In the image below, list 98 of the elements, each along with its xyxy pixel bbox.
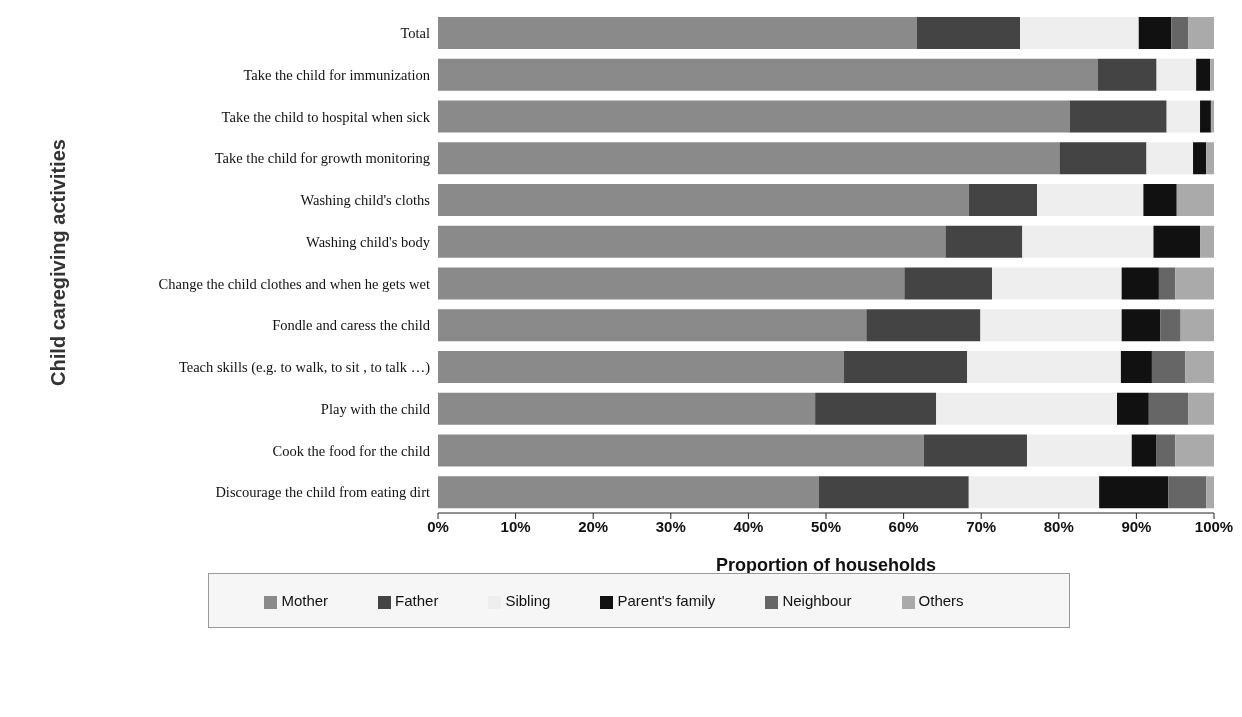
bar: [1138, 17, 1172, 50]
x-tick-label: 60%: [888, 517, 919, 535]
bar: [1200, 225, 1214, 258]
bar: [1160, 309, 1181, 342]
bar: [438, 184, 969, 217]
bar: [1206, 476, 1214, 509]
bar: [1059, 142, 1147, 175]
bar: [1099, 476, 1169, 509]
bar: [1117, 392, 1149, 425]
y-tick-label: Play with the child: [320, 400, 431, 417]
y-tick-label: Teach skills (e.g. to walk, to sit , to talk …): [178, 359, 431, 377]
x-tick-label: 50%: [810, 517, 842, 535]
bar: [1185, 351, 1214, 384]
bar: [438, 434, 924, 467]
bar: [1020, 17, 1139, 50]
bar: [1188, 17, 1214, 50]
legend-label: Sibling: [505, 592, 551, 609]
bar: [1026, 434, 1132, 467]
bar: [1148, 392, 1189, 425]
bar: [1175, 434, 1214, 467]
bar: [945, 225, 1023, 258]
x-tick-label: 90%: [1121, 517, 1152, 535]
bar: [1200, 100, 1211, 133]
x-tick-label: 70%: [966, 517, 997, 535]
bar: [1022, 225, 1154, 258]
bar: [1210, 58, 1214, 91]
bar: [1120, 351, 1152, 384]
bar: [968, 184, 1038, 217]
bar: [815, 392, 937, 425]
bar: [1121, 267, 1159, 300]
bar: [1097, 58, 1157, 91]
x-tick-label: 40%: [733, 517, 764, 535]
y-axis-title: Child caregiving activities: [47, 139, 70, 386]
x-tick-label: 100%: [1194, 517, 1234, 535]
bar: [438, 225, 946, 258]
bar: [438, 100, 1070, 133]
bar: [1037, 184, 1144, 217]
bar: [904, 267, 993, 300]
bar: [1131, 434, 1157, 467]
bar: [936, 392, 1117, 425]
bar: [438, 142, 1060, 175]
bar: [968, 476, 1100, 509]
bar: [438, 392, 816, 425]
bar: [1176, 184, 1214, 217]
x-tick-label: 10%: [500, 517, 531, 535]
bar: [1146, 142, 1194, 175]
bar: [1175, 267, 1214, 300]
bar: [819, 476, 969, 509]
bar: [438, 309, 867, 342]
y-tick-label: Cook the food for the child: [272, 442, 431, 459]
bar: [438, 58, 1098, 91]
legend-label: Father: [395, 592, 439, 609]
y-tick-label: Take the child to hospital when sick: [221, 108, 431, 125]
bar: [1206, 142, 1214, 175]
bar: [438, 267, 905, 300]
bar: [1156, 58, 1197, 91]
bar: [1156, 434, 1176, 467]
bar: [1193, 142, 1207, 175]
bar: [1210, 100, 1214, 133]
bar: [1153, 225, 1201, 258]
x-tick-label: 20%: [578, 517, 609, 535]
bar: [923, 434, 1027, 467]
bar: [438, 17, 917, 50]
bar: [1158, 267, 1176, 300]
bar: [1188, 392, 1214, 425]
legend-label: Parent's family: [617, 592, 716, 609]
x-tick-label: 80%: [1043, 517, 1074, 535]
x-tick-label: 0%: [427, 517, 449, 535]
bar: [1121, 309, 1161, 342]
bar: [1168, 476, 1207, 509]
bar: [1166, 100, 1201, 133]
x-axis-title: Proportion of households: [716, 555, 936, 575]
y-tick-label: Total: [400, 25, 430, 42]
y-tick-label: Fondle and caress the child: [272, 317, 431, 334]
bar: [1171, 17, 1189, 50]
y-tick-label: Washing child's body: [306, 233, 431, 250]
bar: [438, 476, 820, 509]
legend-label: Others: [918, 592, 964, 609]
bar: [1151, 351, 1186, 384]
y-tick-label: Change the child clothes and when he gets wet: [158, 275, 430, 292]
legend-label: Mother: [281, 592, 329, 609]
bar: [967, 351, 1121, 384]
y-tick-label: Take the child for growth monitoring: [214, 150, 430, 167]
bar: [1180, 309, 1214, 342]
legend-label: Neighbour: [782, 592, 852, 609]
bar: [1196, 58, 1211, 91]
bar: [438, 351, 844, 384]
x-tick-label: 30%: [655, 517, 686, 535]
y-tick-label: Take the child for immunization: [243, 66, 431, 83]
y-tick-label: Discourage the child from eating dirt: [215, 484, 430, 501]
bar: [980, 309, 1122, 342]
y-tick-label: Washing child's cloths: [300, 192, 431, 209]
bar: [916, 17, 1020, 50]
bar: [843, 351, 968, 384]
bar: [1143, 184, 1177, 217]
bar: [866, 309, 981, 342]
bar: [1069, 100, 1167, 133]
bar: [992, 267, 1122, 300]
